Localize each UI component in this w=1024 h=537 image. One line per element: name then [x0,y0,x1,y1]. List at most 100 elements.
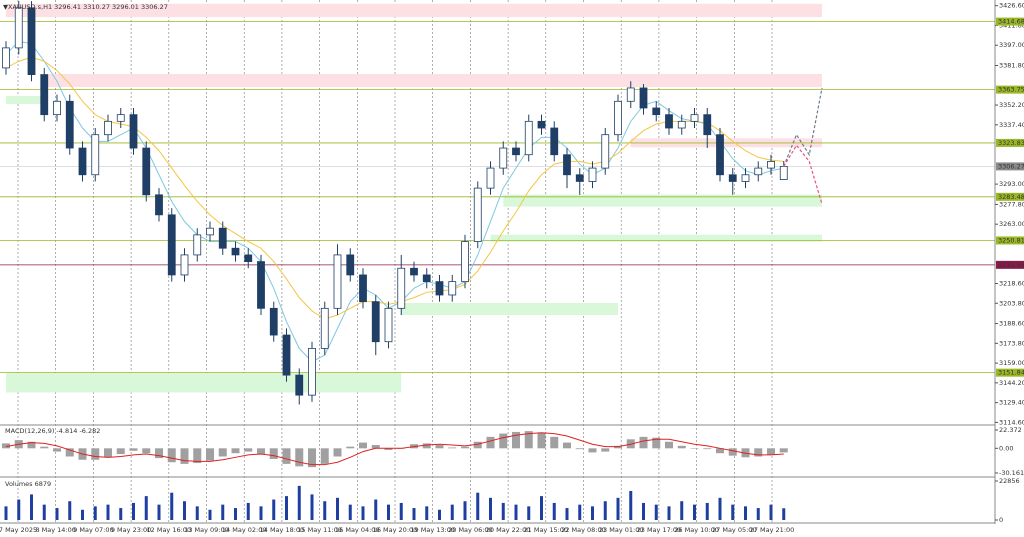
candle-body [652,107,661,116]
macd-bar [728,448,737,456]
macd-bar [550,436,559,449]
volume-bar [756,508,760,520]
level-tag [996,236,1024,245]
candle-body [27,7,36,75]
volume-bar [399,502,403,520]
candle-body [91,134,100,176]
candle-body [257,261,265,309]
volume-bar [119,508,123,520]
x-tick-label: 26 May 10:00 [674,526,719,534]
volume-bar [285,496,288,520]
y-tick-label: 3277.80 [999,200,1024,208]
volume-bar [132,502,135,520]
macd-bar [295,448,304,467]
zone [490,234,822,242]
candle-body [588,167,597,182]
y-tick-label: 3203.80 [999,299,1024,307]
candle-body [167,214,176,276]
candle-body [524,120,533,156]
macd-bar [180,448,189,464]
volume-bar [425,506,429,520]
volume-bar [246,502,250,520]
candle-body [78,147,87,176]
volume-bar [55,508,59,520]
plot-layer [0,0,995,523]
candle-body [716,134,724,176]
y-tick-label: 3293.00 [999,180,1024,188]
level-label: 3151.84 [998,369,1024,377]
x-tick-label: 8 May 14:00 [35,526,75,534]
candle-body [333,254,342,309]
macd-bar [167,448,176,463]
candle-body [639,87,648,109]
macd-bar [116,448,125,455]
macd-bar [422,443,431,449]
macd-bar [371,445,380,449]
volume-tick-label: 0 [999,516,1003,524]
volume-bar [259,506,263,520]
candle-body [626,87,635,102]
macd-bar [512,431,520,449]
x-tick-label: 27 May 21:00 [750,526,795,534]
x-tick-label: 13 May 09:00 [184,526,229,534]
candle-body [435,281,444,296]
candle-body [461,241,469,283]
volume-bar [336,497,339,520]
level-label: 3323.83 [998,139,1024,147]
y-tick-label: 3337.40 [999,121,1024,129]
last-price-tag [996,162,1024,171]
candle-body [308,348,316,396]
x-tick-label: 22 May 08:00 [561,526,606,534]
level-tag [996,260,1024,269]
x-tick-label: 23 May 01:00 [599,526,644,534]
volume-bar [272,499,276,520]
level-label: 3363.75 [998,86,1024,94]
macd-bar [257,448,265,455]
macd-bar [27,441,36,449]
volume-bar [297,485,301,520]
volume-bar [144,496,148,520]
volume-bar [616,497,620,520]
candle-body [320,307,329,349]
volume-tick-label: 22856 [999,477,1020,485]
candle-body [614,100,622,136]
volume-bar [310,494,314,520]
level-label: 3232.55 [998,261,1024,269]
macd-bar [104,448,112,458]
candle-body [575,174,584,182]
x-tick-label: 15 May 11:00 [297,526,342,534]
x-tick-label: 9 May 07:00 [73,526,113,534]
macd-label: MACD(12,26,9) -4.814 -6.282 [5,427,100,435]
candle-body [40,74,49,116]
level-label: 3414.68 [998,18,1024,26]
volume-bar [450,504,454,520]
candle-body [14,7,23,49]
candle-body [282,334,291,376]
macd-bar [652,437,661,449]
volume-bar [195,506,199,520]
macd-bar [308,448,316,468]
volume-bar [501,502,505,520]
macd-bar [588,448,597,453]
y-tick-label: 3218.60 [999,279,1024,287]
volume-bar [744,506,747,520]
candle-body [690,114,699,122]
macd-bar [461,446,469,449]
macd-bar [575,448,584,450]
x-tick-label: 19 May 13:00 [410,526,455,534]
level-tag [996,17,1024,26]
macd-bar [486,436,495,449]
y-tick-label: 3381.80 [999,62,1024,70]
volume-bar [170,492,174,520]
candle-body [767,161,775,169]
candle-body [473,187,482,242]
candle-body [231,247,240,256]
volume-bar [374,499,378,520]
candle-body [601,134,610,169]
zone [401,302,618,316]
forecast-line [783,87,823,167]
y-tick-label: 3426.60 [999,2,1024,10]
candle-body [371,301,380,343]
zone [503,194,822,207]
macd-bar [524,431,533,449]
